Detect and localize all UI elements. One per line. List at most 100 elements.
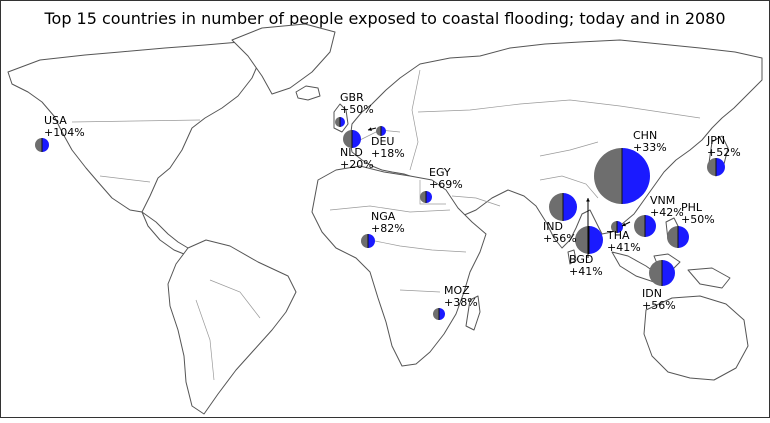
pie-slice-2080-usa	[42, 138, 49, 152]
country-change-egy: +69%	[429, 178, 463, 191]
pie-gbr	[335, 117, 345, 127]
leader-arrow-bgd-head	[586, 198, 590, 202]
pie-slice-2080-moz	[439, 308, 445, 320]
pie-slice-today-egy	[420, 191, 426, 203]
pie-vnm	[634, 215, 656, 237]
country-change-ind: +56%	[543, 232, 577, 245]
country-change-jpn: +52%	[707, 146, 741, 159]
pie-slice-today-nga	[361, 234, 368, 248]
pie-slice-today-gbr	[335, 117, 340, 127]
pie-slice-today-tha	[611, 221, 617, 233]
leader-arrow-tha-head	[622, 222, 626, 227]
border-europe-russia	[409, 69, 421, 171]
country-code-egy: EGY	[429, 166, 451, 179]
pie-idn	[649, 260, 675, 286]
country-change-deu: +18%	[371, 147, 405, 160]
border-egypt	[419, 180, 446, 205]
country-code-usa: USA	[44, 114, 67, 127]
pie-tha	[611, 221, 623, 233]
border-africa-south	[399, 289, 441, 293]
country-code-ind: IND	[543, 220, 563, 233]
pie-slice-today-deu	[376, 126, 381, 136]
border-usa-canada	[71, 119, 201, 123]
landmass-new-guinea	[687, 267, 731, 289]
pie-chn	[594, 148, 650, 204]
country-code-chn: CHN	[633, 129, 657, 142]
landmass-greenland	[231, 23, 336, 95]
country-change-vnm: +42%	[650, 206, 684, 219]
country-change-gbr: +50%	[340, 103, 374, 116]
pie-phl	[667, 226, 689, 248]
landmass-south-america	[167, 239, 297, 415]
country-code-nld: NLD	[340, 146, 363, 159]
pie-slice-2080-egy	[426, 191, 432, 203]
country-change-nld: +20%	[340, 158, 374, 171]
country-change-usa: +104%	[44, 126, 85, 139]
country-code-bgd: BGD	[569, 253, 593, 266]
border-usa-mexico	[99, 175, 151, 183]
country-code-vnm: VNM	[650, 194, 675, 207]
pie-egy	[420, 191, 432, 203]
pie-slice-today-bgd	[575, 226, 589, 254]
border-arabia	[451, 195, 501, 207]
country-code-jpn: JPN	[706, 134, 725, 147]
country-change-chn: +33%	[633, 141, 667, 154]
pie-slice-2080-phl	[678, 226, 689, 248]
landmass-sri-lanka	[567, 249, 577, 265]
flood-exposure-pies	[35, 117, 725, 320]
pie-slice-2080-tha	[617, 221, 623, 233]
pie-slice-2080-bgd	[589, 226, 603, 254]
country-change-idn: +56%	[642, 299, 676, 312]
pie-usa	[35, 138, 49, 152]
border-india-china	[539, 175, 599, 199]
pie-slice-2080-deu	[381, 126, 386, 136]
pie-slice-2080-nld	[352, 130, 361, 148]
pie-slice-2080-idn	[662, 260, 675, 286]
pie-slice-today-idn	[649, 260, 662, 286]
border-africa-central	[369, 239, 467, 253]
pie-jpn	[707, 158, 725, 176]
border-andes	[195, 299, 215, 381]
pie-moz	[433, 308, 445, 320]
pie-slice-today-usa	[35, 138, 42, 152]
country-code-phl: PHL	[681, 201, 703, 214]
country-change-bgd: +41%	[569, 265, 603, 278]
pie-slice-today-nld	[343, 130, 352, 148]
pie-nld	[343, 130, 361, 148]
border-russia-south	[417, 99, 701, 119]
landmass-madagascar	[465, 295, 481, 331]
pie-slice-2080-vnm	[645, 215, 656, 237]
pie-slice-today-moz	[433, 308, 439, 320]
country-change-phl: +50%	[681, 213, 715, 226]
pie-nga	[361, 234, 375, 248]
border-brazil	[209, 279, 261, 319]
landmass-north-america	[7, 41, 263, 213]
country-change-moz: +38%	[444, 296, 478, 309]
pie-slice-today-phl	[667, 226, 678, 248]
pie-slice-2080-nga	[368, 234, 375, 248]
country-labels: USA+104%GBR+50%NLD+20%DEU+18%EGY+69%NGA+…	[44, 91, 741, 312]
country-code-tha: THA	[606, 229, 630, 242]
country-code-idn: IDN	[642, 287, 662, 300]
landmass-iceland	[295, 85, 321, 101]
pie-slice-2080-chn	[622, 148, 650, 204]
country-code-deu: DEU	[371, 135, 394, 148]
pie-bgd	[575, 226, 603, 254]
pie-slice-today-vnm	[634, 215, 645, 237]
country-borders	[71, 69, 701, 381]
border-china-west	[539, 141, 599, 157]
pie-slice-today-ind	[549, 193, 563, 221]
pie-slice-today-chn	[594, 148, 622, 204]
country-code-gbr: GBR	[340, 91, 364, 104]
country-change-nga: +82%	[371, 222, 405, 235]
pie-slice-today-jpn	[707, 158, 716, 176]
pie-slice-2080-jpn	[716, 158, 725, 176]
pie-deu	[376, 126, 386, 136]
landmass-australia	[643, 295, 749, 381]
country-code-nga: NGA	[371, 210, 396, 223]
pie-slice-2080-ind	[563, 193, 577, 221]
pie-slice-2080-gbr	[340, 117, 345, 127]
map-title: Top 15 countries in number of people exp…	[43, 9, 725, 28]
